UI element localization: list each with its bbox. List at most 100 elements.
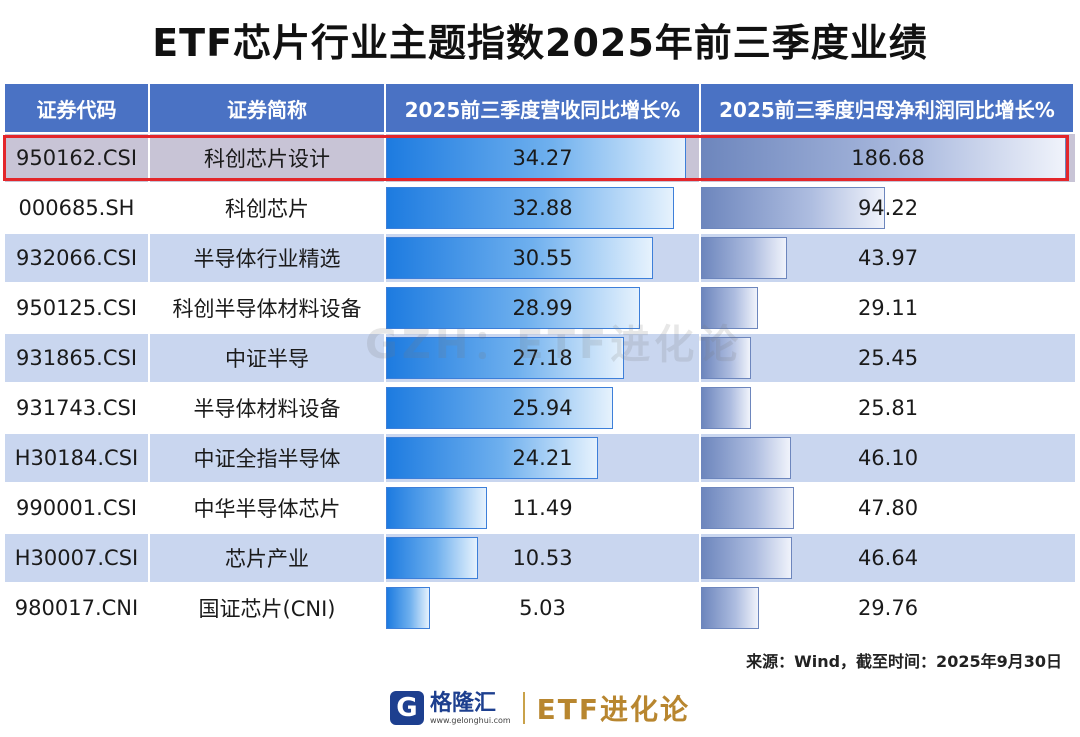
revenue-growth-label: 30.55 [512, 246, 573, 270]
chart-title: ETF芯片行业主题指数2025年前三季度业绩 [152, 21, 928, 65]
table-row: 931865.CSI 中证半导 27.18 25.45 [5, 332, 1075, 382]
cell-profit-growth: 47.80 [701, 482, 1075, 532]
revenue-growth-bar [386, 487, 487, 529]
profit-growth-label: 94.22 [857, 196, 919, 220]
table-row: 950125.CSI 科创半导体材料设备 28.99 29.11 [5, 282, 1075, 332]
table-row: 980017.CNI 国证芯片(CNI) 5.03 29.76 [5, 582, 1075, 632]
profit-growth-bar [701, 287, 758, 329]
revenue-growth-label: 28.99 [512, 296, 573, 320]
cell-name: 科创芯片 [150, 182, 386, 232]
cell-code: 990001.CSI [5, 482, 150, 532]
footer-logo: G 格隆汇 www.gelonghui.com ETF进化论 [0, 684, 1080, 732]
revenue-growth-label: 11.49 [512, 496, 573, 520]
cell-name: 国证芯片(CNI) [150, 582, 386, 632]
revenue-growth-bar [386, 537, 479, 579]
revenue-growth-label: 27.18 [512, 346, 573, 370]
table-row: 990001.CSI 中华半导体芯片 11.49 47.80 [5, 482, 1075, 532]
cell-code: H30007.CSI [5, 532, 150, 582]
profit-growth-bar [701, 387, 752, 429]
cell-code: 980017.CNI [5, 582, 150, 632]
cell-revenue-growth: 25.94 [386, 382, 701, 432]
table-body: 950162.CSI 科创芯片设计 34.27 186.68 000685.SH 科创芯片… [5, 132, 1075, 632]
table-row: 931743.CSI 半导体材料设备 25.94 25.81 [5, 382, 1075, 432]
cell-revenue-growth: 24.21 [386, 432, 701, 482]
cell-code: 000685.SH [5, 182, 150, 232]
revenue-growth-bar [386, 237, 654, 279]
source-note: 来源：Wind，截至时间：2025年9月30日 [746, 652, 1062, 671]
logo-name: 格隆汇 [429, 690, 496, 716]
revenue-growth-bar [386, 287, 640, 329]
profit-growth-label: 46.10 [857, 446, 919, 470]
header-profit-growth: 2025前三季度归母净利润同比增长% [701, 84, 1075, 132]
logo-text: 格隆汇 www.gelonghui.com [429, 690, 511, 725]
revenue-growth-bar [386, 387, 614, 429]
cell-code: 932066.CSI [5, 232, 150, 282]
cell-code: 950125.CSI [5, 282, 150, 332]
cell-code: 931865.CSI [5, 332, 150, 382]
revenue-growth-bar [386, 437, 598, 479]
revenue-growth-label: 25.94 [512, 396, 573, 420]
profit-growth-bar [701, 137, 1066, 179]
cell-name: 半导体行业精选 [150, 232, 386, 282]
cell-revenue-growth: 34.27 [386, 132, 701, 182]
cell-revenue-growth: 27.18 [386, 332, 701, 382]
profit-growth-bar [701, 537, 793, 579]
profit-growth-bar [701, 237, 787, 279]
table-row: H30007.CSI 芯片产业 10.53 46.64 [5, 532, 1075, 582]
profit-growth-bar [701, 487, 795, 529]
data-table: 证券代码 证券简称 2025前三季度营收同比增长% 2025前三季度归母净利润同… [5, 84, 1075, 632]
header-revenue-growth: 2025前三季度营收同比增长% [386, 84, 701, 132]
profit-growth-bar [701, 187, 886, 229]
cell-revenue-growth: 28.99 [386, 282, 701, 332]
cell-name: 科创芯片设计 [150, 132, 386, 182]
cell-code: 950162.CSI [5, 132, 150, 182]
profit-growth-bar [701, 587, 760, 629]
cell-name: 半导体材料设备 [150, 382, 386, 432]
brand-name: ETF进化论 [536, 693, 691, 726]
revenue-growth-bar [386, 337, 624, 379]
table-row: 932066.CSI 半导体行业精选 30.55 43.97 [5, 232, 1075, 282]
cell-name: 中证半导 [150, 332, 386, 382]
revenue-growth-label: 34.27 [512, 146, 573, 170]
logo-url: www.gelonghui.com [429, 715, 511, 725]
cell-profit-growth: 94.22 [701, 182, 1075, 232]
cell-code: H30184.CSI [5, 432, 150, 482]
cell-profit-growth: 46.64 [701, 532, 1075, 582]
cell-name: 中华半导体芯片 [150, 482, 386, 532]
revenue-growth-label: 10.53 [512, 546, 573, 570]
revenue-growth-bar [386, 587, 431, 629]
gelonghui-logo-icon: G [389, 691, 424, 725]
header-code: 证券代码 [5, 84, 150, 132]
revenue-growth-bar [386, 187, 674, 229]
cell-profit-growth: 186.68 [701, 132, 1075, 182]
cell-profit-growth: 43.97 [701, 232, 1075, 282]
table-row: 000685.SH 科创芯片 32.88 94.22 [5, 182, 1075, 232]
cell-profit-growth: 46.10 [701, 432, 1075, 482]
cell-revenue-growth: 11.49 [386, 482, 701, 532]
cell-name: 中证全指半导体 [150, 432, 386, 482]
revenue-growth-label: 24.21 [512, 446, 573, 470]
profit-growth-label: 25.81 [857, 396, 919, 420]
cell-profit-growth: 29.76 [701, 582, 1075, 632]
profit-growth-label: 46.64 [857, 546, 919, 570]
profit-growth-label: 47.80 [857, 496, 919, 520]
profit-growth-label: 25.45 [857, 346, 919, 370]
cell-revenue-growth: 30.55 [386, 232, 701, 282]
cell-profit-growth: 25.45 [701, 332, 1075, 382]
header-name: 证券简称 [150, 84, 386, 132]
cell-profit-growth: 25.81 [701, 382, 1075, 432]
cell-profit-growth: 29.11 [701, 282, 1075, 332]
profit-growth-label: 43.97 [857, 246, 919, 270]
revenue-growth-label: 32.88 [512, 196, 573, 220]
table-header: 证券代码 证券简称 2025前三季度营收同比增长% 2025前三季度归母净利润同… [5, 84, 1075, 132]
profit-growth-bar [701, 437, 792, 479]
profit-growth-label: 186.68 [851, 146, 925, 170]
cell-code: 931743.CSI [5, 382, 150, 432]
cell-revenue-growth: 10.53 [386, 532, 701, 582]
revenue-growth-label: 5.03 [519, 596, 566, 620]
cell-revenue-growth: 32.88 [386, 182, 701, 232]
profit-growth-label: 29.11 [857, 296, 919, 320]
profit-growth-bar [701, 337, 751, 379]
table-row: H30184.CSI 中证全指半导体 24.21 46.10 [5, 432, 1075, 482]
logo-divider [522, 692, 525, 724]
